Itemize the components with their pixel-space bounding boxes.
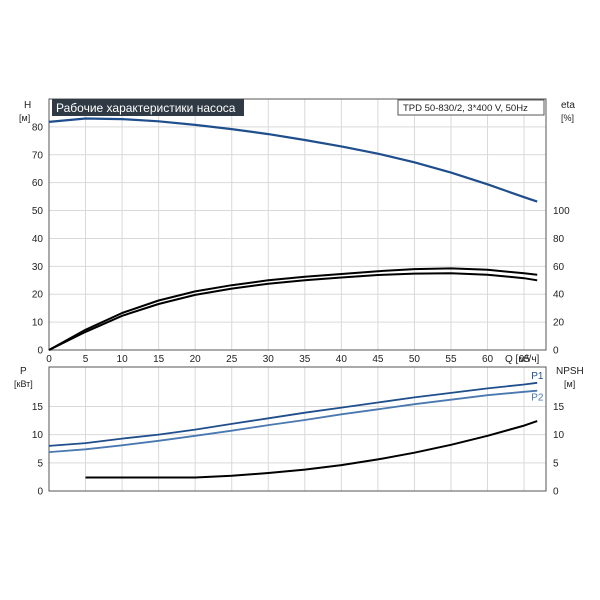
y-right-tick-label: 5 [553, 458, 559, 469]
lower-tick-labels: 0 5 10 15 0 5 10 15 [32, 402, 565, 498]
chart-title-background [52, 99, 244, 116]
y-right-tick-label: 100 [553, 206, 570, 217]
x-tick-label: 60 [482, 354, 494, 365]
chart-title: Рабочие характеристики насоса [56, 101, 236, 115]
x-tick-label: 5 [83, 354, 89, 365]
y-left-label-upper: H [24, 100, 31, 111]
y-left-tick-label: 0 [37, 487, 43, 498]
y-left-tick-label: 0 [37, 346, 43, 357]
y-left-tick-label: 10 [32, 318, 44, 329]
series-label: P2 [531, 393, 544, 404]
series-line [48, 117, 538, 203]
y-right-tick-label: 80 [553, 234, 565, 245]
x-tick-label: 15 [153, 354, 165, 365]
y-left-label-lower: P [20, 366, 27, 377]
y-right-tick-label: 0 [553, 487, 559, 498]
x-axis-label: Q [м³/ч] [505, 354, 540, 365]
y-right-label-upper: eta [561, 100, 575, 111]
y-left-tick-label: 40 [32, 234, 44, 245]
x-tick-label: 35 [299, 354, 311, 365]
x-tick-label: 10 [117, 354, 129, 365]
x-tick-label: 20 [190, 354, 202, 365]
y-right-label-lower: NPSH [556, 366, 584, 377]
x-tick-label: 50 [409, 354, 421, 365]
upper-grid [48, 99, 546, 351]
legend-text: TPD 50-830/2, 3*400 V, 50Hz [403, 103, 528, 114]
x-tick-label: 45 [372, 354, 384, 365]
y-right-tick-label: 10 [553, 430, 565, 441]
y-right-tick-label: 15 [553, 402, 565, 413]
series-line [85, 420, 538, 479]
y-left-unit-lower: [кВт] [14, 379, 33, 389]
lower-plot-frame [48, 366, 547, 492]
y-left-tick-label: 20 [32, 290, 44, 301]
upper-plot-frame [48, 98, 547, 351]
y-left-tick-label: 15 [32, 402, 44, 413]
x-tick-label: 40 [336, 354, 348, 365]
y-left-tick-label: 60 [32, 178, 44, 189]
series-line [48, 267, 538, 351]
x-tick-label: 55 [445, 354, 457, 365]
y-right-unit-upper: [%] [561, 113, 574, 123]
series-label: P1 [531, 371, 544, 382]
y-left-tick-label: 80 [32, 122, 44, 133]
y-right-tick-label: 60 [553, 262, 565, 273]
x-tick-label: 0 [46, 354, 52, 365]
x-tick-label: 25 [226, 354, 238, 365]
series-line [48, 389, 538, 453]
y-left-tick-label: 70 [32, 150, 44, 161]
legend-box [397, 99, 545, 116]
y-right-unit-lower: [м] [564, 379, 575, 389]
upper-tick-labels: 0 10 20 30 40 50 60 70 80 0 20 40 60 80 100 0 5 10 15 20 25 3… [32, 122, 570, 365]
y-left-tick-label: 30 [32, 262, 44, 273]
y-right-tick-label: 20 [553, 318, 565, 329]
y-left-tick-label: 50 [32, 206, 44, 217]
series-line [48, 272, 538, 351]
y-right-tick-label: 0 [553, 346, 559, 357]
lower-series-group: P1 P2 [48, 371, 544, 479]
lower-grid [48, 367, 546, 492]
x-tick-label: 30 [263, 354, 275, 365]
series-line [48, 381, 538, 447]
x-tick-label: 65 [519, 354, 531, 365]
y-left-tick-label: 10 [32, 430, 44, 441]
y-left-unit-upper: [м] [19, 113, 30, 123]
upper-series-group [48, 117, 538, 351]
y-left-tick-label: 5 [37, 458, 43, 469]
y-right-tick-label: 40 [553, 290, 565, 301]
